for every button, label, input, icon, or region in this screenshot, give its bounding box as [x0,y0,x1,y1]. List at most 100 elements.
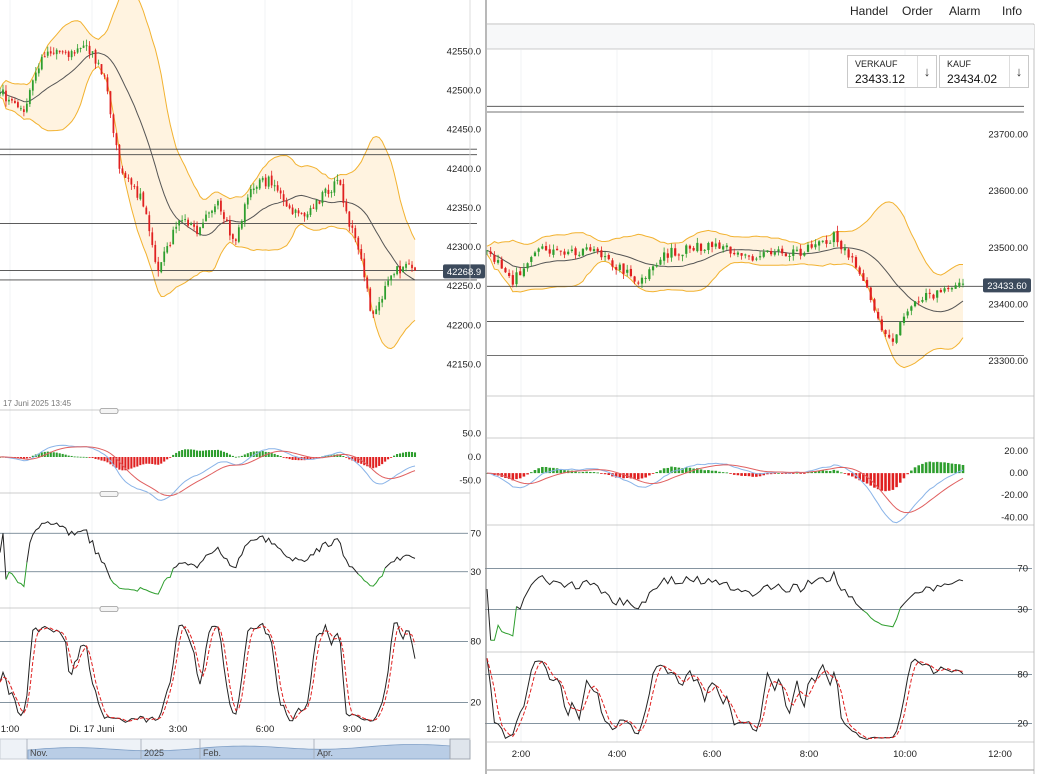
macd-histogram-bar [404,452,408,457]
macd-histogram-bar [190,449,193,457]
candle-body [670,247,673,258]
macd-histogram-bar [351,457,354,461]
candle-body [943,288,946,292]
left-price-panel[interactable]: 42550.0 42500.0 42450.0 42400.0 42350.0 42300… [0,0,485,371]
time-axis-tick: 4:00 [608,749,627,760]
sell-value: 23433.12 [855,72,906,86]
macd-histogram-bar [504,473,507,478]
candle-body [252,188,255,191]
candle-body [843,248,847,251]
candle-body [961,283,965,285]
time-axis-tick: 8:00 [800,749,819,760]
candle-body [37,68,40,74]
candle-body [205,214,207,222]
macd-histogram-bar [814,471,817,474]
right-stochastic-panel[interactable]: 80 20 [485,658,1032,740]
macd-histogram-bar [515,473,518,480]
price-axis-tick: 23400.00 [988,299,1028,310]
rsi-line [516,570,864,611]
menu-info[interactable]: Info [1002,4,1023,18]
macd-histogram-bar [718,471,721,474]
left-rsi-panel[interactable]: 70 30 [0,521,481,595]
candle-body [342,184,345,204]
candle-body [792,249,795,256]
macd-histogram-bar [225,452,228,457]
macd-histogram-bar [732,473,736,475]
candle-body [895,334,898,343]
buy-arrow-icon[interactable]: ↓ [1009,56,1028,87]
time-axis-tick: 12:00 [988,749,1012,760]
macd-histogram-bar [127,457,130,470]
time-axis-tick: 6:00 [256,724,275,735]
price-axis-tick: 42250.0 [447,281,481,292]
candle-body [187,219,189,226]
candle-body [20,108,22,110]
price-axis-tick: 42200.0 [447,320,481,331]
macd-histogram-bar [939,462,943,474]
menu-order[interactable]: Order [902,4,933,18]
menu-trade[interactable]: Handel [850,4,889,18]
macd-histogram-bar [559,468,563,474]
candle-body [151,232,154,245]
price-axis-tick: 42300.0 [447,242,481,253]
candle-body [725,245,728,248]
macd-histogram-bar [64,454,67,457]
stochastic-axis-tick: 20 [1017,719,1028,730]
macd-histogram-bar [345,457,348,458]
buy-quote-box[interactable]: KAUF 23434.02 ↓ [939,55,1029,88]
macd-histogram-bar [910,470,913,474]
candle-body [603,256,607,258]
macd-histogram-bar [589,471,592,474]
macd-histogram-bar [511,473,515,481]
candle-body [615,267,618,270]
right-price-panel[interactable]: 23700.00 23600.00 23500.00 23400.00 23300.00… [485,105,1031,369]
left-stochastic-panel[interactable]: 80 20 [0,622,481,724]
right-macd-panel[interactable]: 20.00 0.00 -20.00 -40.00 [485,446,1028,524]
candle-body [91,51,94,53]
macd-histogram-bar [803,473,806,474]
candle-body [500,259,503,269]
candle-body [121,168,124,174]
sell-quote-box[interactable]: VERKAUF 23433.12 ↓ [847,55,937,88]
macd-histogram-bar [721,472,725,474]
macd-histogram-bar [207,450,211,457]
candle-body [112,114,115,134]
candle-body [508,272,511,277]
macd-histogram-bar [607,473,611,475]
moving-average-line [0,52,416,281]
rsi-line [5,562,28,588]
sell-arrow-icon[interactable]: ↓ [917,56,936,87]
macd-histogram-bar [751,473,754,477]
navigator-series [27,744,461,760]
candle-body [381,298,384,303]
left-macd-panel[interactable]: 50.00.0-50.0 [0,428,481,501]
candle-body [294,209,297,213]
macd-histogram-bar [52,452,55,457]
macd-histogram-bar [246,453,249,457]
candle-body [100,64,103,75]
candle-body [515,272,518,285]
right-rsi-panel[interactable]: 70 30 [485,564,1032,641]
candle-body [873,299,876,311]
candle-body [766,250,769,252]
time-axis-tick: 3:00 [169,724,188,735]
macd-histogram-bar [744,473,747,476]
candle-body [243,204,246,223]
price-axis-tick: 42550.0 [447,46,481,57]
candle-body [300,212,303,214]
macd-histogram-bar [529,472,533,474]
macd-histogram-bar [369,457,372,468]
macd-signal-line [0,446,416,497]
macd-histogram-bar [839,472,843,474]
navigator-label: Nov. [30,748,48,758]
candle-body [255,187,258,189]
candle-body [722,246,725,250]
candle-body [592,249,596,252]
buy-value: 23434.02 [947,72,998,86]
menu-alarm[interactable]: Alarm [949,4,981,18]
macd-histogram-bar [249,452,252,457]
macd-histogram-bar [94,457,97,460]
candle-body [556,248,559,251]
candle-body [169,244,172,246]
macd-line [486,462,964,524]
